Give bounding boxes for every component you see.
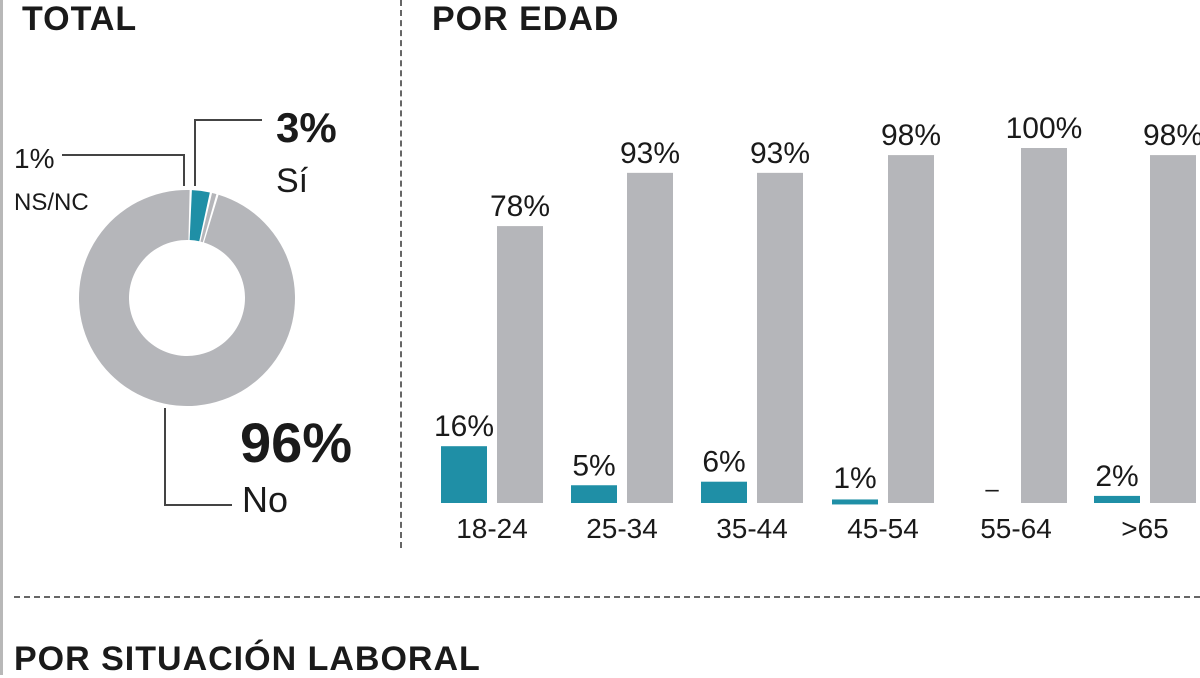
bar-no-1 <box>627 172 673 503</box>
bar-label-si-1: 5% <box>572 449 615 482</box>
donut-label-nsnc: NS/NC <box>14 189 89 216</box>
bar-si-3 <box>832 499 878 505</box>
bar-si-2 <box>701 481 747 503</box>
bar-no-2 <box>757 172 803 503</box>
bar-label-no-0: 78% <box>490 190 550 223</box>
bar-si-0 <box>441 446 487 503</box>
bar-label-no-5: 98% <box>1143 119 1200 152</box>
heading-by-employment: POR SITUACIÓN LABORAL <box>14 640 481 678</box>
heading-total: TOTAL <box>22 0 138 38</box>
bar-no-3 <box>888 155 934 503</box>
bar-label-no-3: 98% <box>881 119 941 152</box>
axis-label-2: 35-44 <box>716 513 788 544</box>
bar-si-5 <box>1094 495 1140 503</box>
bar-no-4 <box>1021 148 1067 503</box>
bar-label-si-5: 2% <box>1095 460 1138 493</box>
heading-by-age: POR EDAD <box>432 0 620 38</box>
donut-slice-no <box>78 190 295 406</box>
left-border <box>0 0 3 675</box>
vertical-divider <box>400 0 402 548</box>
leader-line-no <box>164 408 232 506</box>
leader-line-nsnc <box>62 154 185 186</box>
bar-chart-by-age: 16% 78% 18-24 5% 93% 25-34 6% 93% 35-44 1% 98% 45-5… <box>434 112 1200 544</box>
axis-label-0: 18-24 <box>456 513 528 544</box>
bar-si-1 <box>571 485 617 503</box>
axis-label-3: 45-54 <box>847 513 919 544</box>
donut-label-no: No <box>242 479 288 520</box>
bar-label-si-2: 6% <box>702 446 745 479</box>
axis-label-5: >65 <box>1121 513 1169 544</box>
donut-slice-si <box>189 190 210 242</box>
bar-no-0 <box>497 226 543 503</box>
bar-label-no-4: 100% <box>1006 112 1083 145</box>
bar-label-no-1: 93% <box>620 137 680 170</box>
bar-label-si-3: 1% <box>833 462 876 495</box>
leader-line-si <box>194 119 262 186</box>
donut-value-nsnc: 1% <box>14 143 54 174</box>
bar-label-si-0: 16% <box>434 410 494 443</box>
bar-label-no-2: 93% <box>750 137 810 170</box>
bar-no-5 <box>1150 155 1196 503</box>
donut-value-si: 3% <box>276 104 337 151</box>
donut-slice-nsnc <box>200 192 217 243</box>
axis-label-1: 25-34 <box>586 513 658 544</box>
donut-chart-total: 3% Sí 1% NS/NC 96% No <box>14 104 352 520</box>
donut-label-si: Sí <box>276 162 309 200</box>
axis-label-4: 55-64 <box>980 513 1052 544</box>
bar-label-si-4: – <box>985 476 999 503</box>
donut-value-no: 96% <box>240 411 352 474</box>
horizontal-divider <box>14 596 1200 598</box>
